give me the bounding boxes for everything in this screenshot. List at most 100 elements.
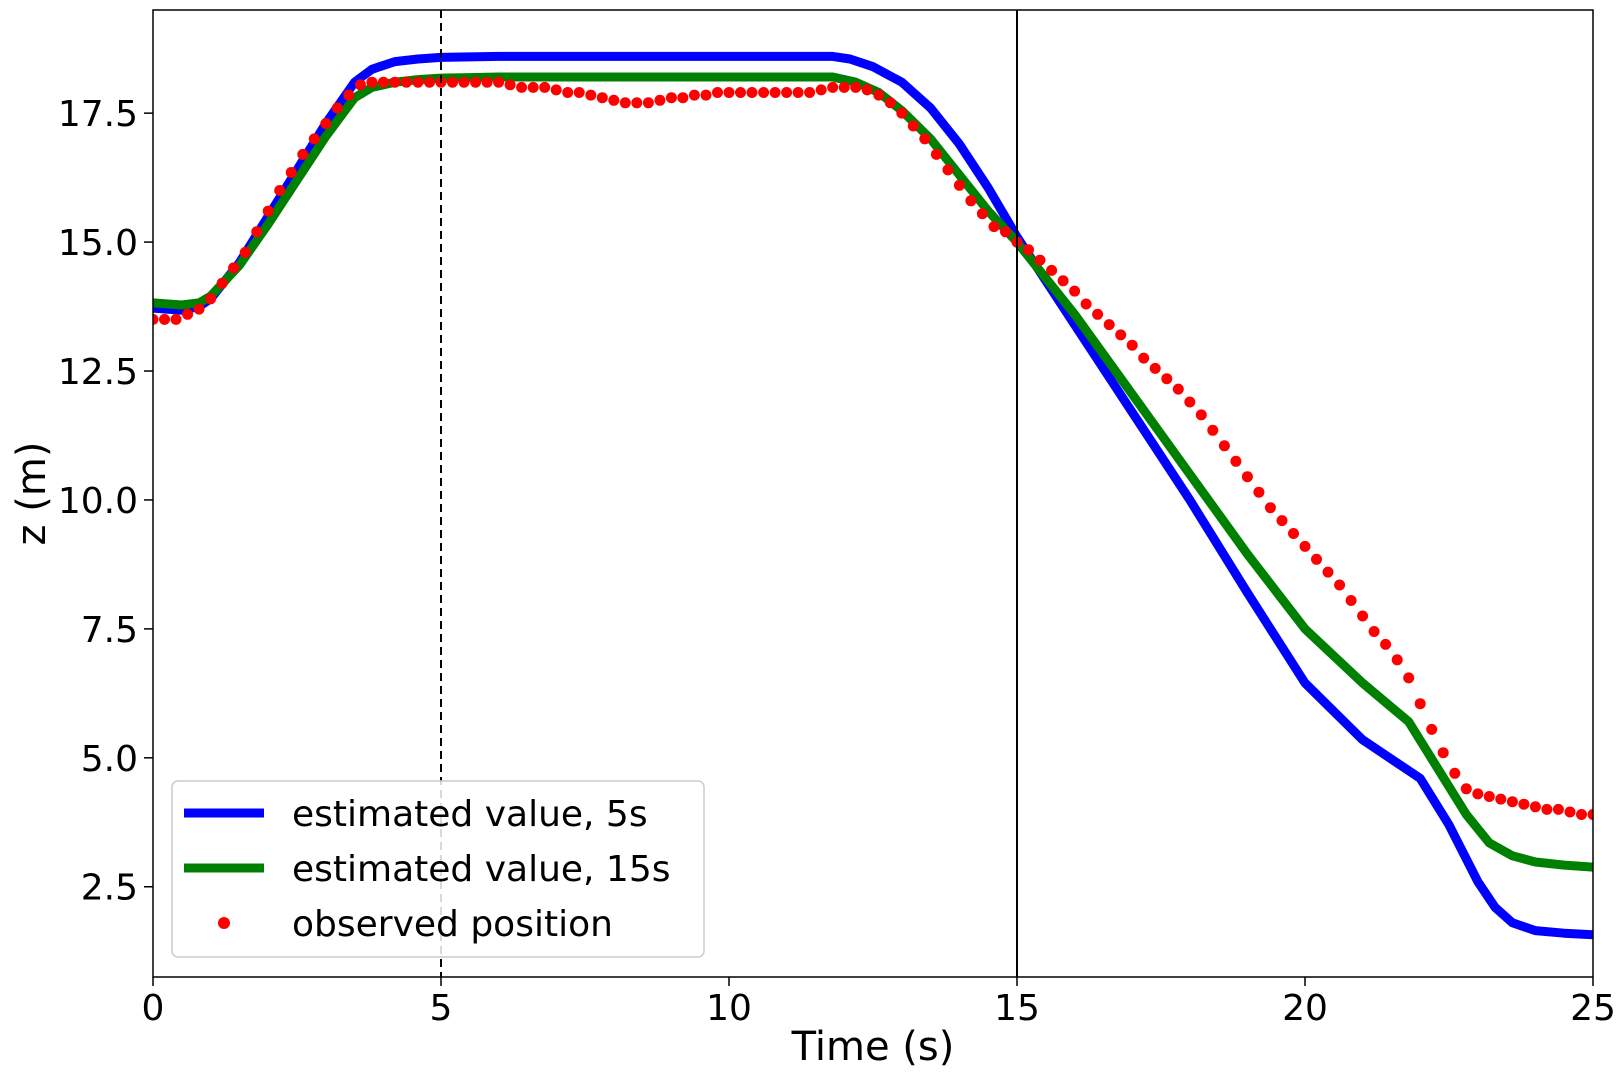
observed-point	[516, 81, 528, 93]
observed-point	[1184, 396, 1196, 408]
observed-point	[1195, 409, 1207, 421]
observed-point	[1426, 723, 1438, 735]
observed-point	[1345, 595, 1357, 606]
observed-point	[1126, 339, 1138, 351]
observed-point	[1207, 424, 1219, 436]
observed-point	[781, 87, 793, 98]
observed-point	[596, 92, 608, 104]
x-tick-label: 15	[994, 988, 1040, 1029]
observed-point	[205, 293, 217, 305]
observed-point	[193, 303, 205, 315]
observed-point	[1023, 244, 1034, 256]
observed-point	[1576, 809, 1587, 820]
observed-point	[354, 79, 366, 91]
observed-point	[366, 76, 378, 88]
observed-point	[1334, 579, 1346, 591]
observed-point	[1529, 801, 1541, 813]
observed-point	[239, 246, 251, 258]
observed-point	[1380, 638, 1392, 650]
observed-point	[1437, 747, 1449, 759]
x-tick-label: 5	[430, 988, 453, 1029]
observed-point	[1357, 610, 1369, 622]
legend: estimated value, 5s estimated value, 15s o…	[171, 780, 705, 958]
observed-point	[1034, 254, 1046, 266]
observed-point	[285, 167, 297, 178]
observed-point	[988, 221, 1000, 233]
observed-point	[608, 94, 620, 106]
observed-point	[838, 81, 850, 93]
x-tick-label: 25	[1570, 988, 1616, 1029]
observed-point	[297, 148, 309, 160]
observed-point	[907, 120, 919, 132]
observed-point	[1288, 528, 1299, 539]
observed-point	[1587, 809, 1593, 820]
observed-point	[1218, 440, 1230, 452]
observed-point	[1299, 540, 1311, 552]
axes: 0 5 10 15 20 25 2.5 5.0 7.5 10.0 12.5 15.0 17.5 Time …	[9, 9, 1616, 1070]
observed-point	[1138, 352, 1150, 364]
observed-point	[1115, 329, 1127, 341]
observed-point	[1230, 455, 1242, 467]
observed-point	[274, 185, 286, 196]
observed-point	[400, 76, 412, 88]
observed-point	[735, 87, 746, 98]
observed-point	[642, 97, 654, 109]
observed-point	[665, 92, 677, 104]
plot-area	[153, 10, 1593, 977]
observed-point	[654, 94, 666, 106]
observed-point	[170, 313, 182, 325]
observed-point	[1046, 264, 1058, 276]
observed-point	[723, 87, 735, 98]
observed-point	[688, 89, 700, 101]
observed-point	[792, 87, 804, 98]
observed-point	[1069, 285, 1081, 297]
observed-point	[1541, 803, 1553, 815]
observed-point	[585, 89, 597, 101]
observed-point	[389, 76, 401, 88]
observed-point	[481, 76, 493, 88]
observed-point	[493, 76, 505, 88]
observed-point	[153, 313, 159, 325]
observed-point	[712, 87, 723, 98]
observed-point	[1391, 654, 1403, 666]
y-tick-label: 5.0	[81, 739, 138, 780]
observed-point	[1000, 226, 1011, 238]
observed-point	[700, 89, 712, 101]
observed-point	[458, 76, 470, 88]
observed-point	[1403, 672, 1415, 684]
observed-point	[1149, 362, 1161, 374]
y-tick-label: 7.5	[81, 610, 138, 651]
observed-point	[746, 87, 758, 98]
observed-point	[861, 84, 873, 96]
observed-point	[976, 208, 988, 220]
observed-point	[953, 179, 965, 191]
y-tick-label: 2.5	[81, 868, 138, 909]
plot-frame	[152, 9, 1594, 978]
observed-point	[1518, 798, 1530, 810]
observed-point	[377, 76, 389, 88]
observed-point	[804, 87, 816, 98]
observed-point	[1449, 767, 1461, 779]
x-tick-label: 20	[1282, 988, 1328, 1029]
observed-point	[1103, 319, 1115, 331]
observed-point	[1472, 788, 1484, 800]
legend-box	[171, 780, 705, 958]
observed-point	[412, 76, 424, 88]
observed-point	[447, 76, 458, 88]
legend-label: estimated value, 5s	[292, 794, 648, 835]
observed-point	[1080, 298, 1092, 310]
observed-point	[631, 97, 643, 109]
observed-point	[850, 81, 862, 93]
x-tick-label: 0	[142, 988, 165, 1029]
observed-point	[1264, 502, 1276, 514]
legend-swatch-point	[218, 917, 230, 929]
observed-point	[758, 87, 770, 98]
observed-point	[873, 89, 885, 101]
observed-point	[1241, 471, 1253, 483]
observed-point	[1311, 553, 1322, 565]
observed-point	[308, 133, 320, 145]
x-tick-label: 10	[706, 988, 752, 1029]
observed-point	[1506, 796, 1518, 808]
observed-point	[550, 84, 562, 96]
observed-point	[1495, 793, 1507, 805]
